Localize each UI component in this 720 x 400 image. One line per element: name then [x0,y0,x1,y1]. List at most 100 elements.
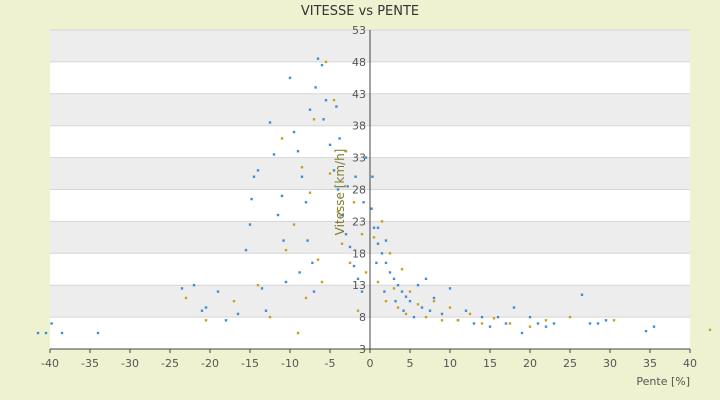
data-point [456,319,460,322]
x-tick-label: 5 [407,357,414,370]
data-point [236,312,240,316]
data-point [288,76,292,80]
x-tick-label: 10 [443,357,457,370]
data-point [440,312,444,316]
y-tick-label: 28 [352,184,366,197]
data-point [338,137,341,140]
data-point [216,290,220,293]
data-point [232,299,236,303]
y-tick-label: 23 [352,215,366,228]
data-point [314,86,317,89]
data-point [292,223,296,226]
data-point [248,223,252,226]
data-point [432,299,436,303]
data-point [504,322,508,325]
data-point [36,331,40,335]
data-point [332,98,336,102]
data-point [304,201,308,204]
data-point [376,226,380,229]
data-point [282,239,285,242]
data-point [346,185,349,188]
x-tick-label: 15 [483,357,497,370]
data-point [568,315,572,319]
data-point [384,261,388,265]
data-point [300,165,304,169]
data-point [544,325,548,328]
data-point [184,296,188,300]
y-tick-label: 53 [352,24,366,37]
data-point [424,277,428,281]
y-tick-label: 18 [352,247,366,260]
x-tick-label: -25 [161,357,179,370]
data-point [392,287,396,290]
data-point [520,331,524,335]
data-point [296,331,300,335]
data-point [204,319,208,322]
data-point [348,245,352,249]
x-tick-label: -35 [81,357,99,370]
x-tick-label: 25 [563,357,577,370]
data-point [448,306,452,309]
data-point [292,130,296,134]
data-point [320,280,324,284]
data-point [284,280,288,284]
data-point [344,232,348,236]
data-point [388,271,392,274]
x-tick-label: -20 [201,357,219,370]
data-point [416,303,420,306]
data-point [272,153,276,156]
data-point [344,150,348,153]
data-point [204,306,208,309]
data-point [528,325,532,328]
data-point [384,299,388,303]
data-point [336,188,340,191]
data-point [296,150,300,153]
data-point [304,296,308,300]
data-point [428,309,432,312]
data-point [370,207,373,210]
data-point [424,315,428,319]
data-point [372,236,376,239]
x-tick-label: 30 [603,357,617,370]
data-point [328,143,332,147]
data-point [408,290,412,293]
data-points [36,57,712,335]
data-point [652,325,656,328]
x-tick-label: -30 [121,357,139,370]
y-tick-label: 38 [352,120,366,133]
data-point [396,284,400,287]
data-point [496,315,500,319]
data-point [468,312,472,316]
y-tick-label: 48 [352,56,366,69]
data-point [320,63,324,67]
data-point [356,277,360,281]
data-point [360,232,364,236]
data-point [50,322,53,325]
data-point [396,306,400,309]
data-point [306,239,309,242]
data-point [383,290,386,293]
data-point [708,328,712,332]
x-tick-label: 20 [523,357,537,370]
data-point [244,248,248,252]
data-point [300,175,304,178]
y-tick-label: 43 [352,88,366,101]
data-point [420,306,424,309]
data-point [264,309,268,312]
data-point [372,226,376,229]
data-point [394,299,397,303]
data-point [298,271,301,274]
data-point [392,277,396,281]
data-point [404,312,408,316]
data-point [371,175,374,178]
y-tick-label: 3 [359,343,366,356]
data-point [416,284,420,287]
axes [49,30,691,353]
data-point [322,118,325,121]
data-point [448,287,452,290]
x-tick-label: 40 [683,357,697,370]
data-point [362,201,365,204]
data-point [360,290,364,293]
data-point [432,296,436,300]
data-point [480,322,484,325]
